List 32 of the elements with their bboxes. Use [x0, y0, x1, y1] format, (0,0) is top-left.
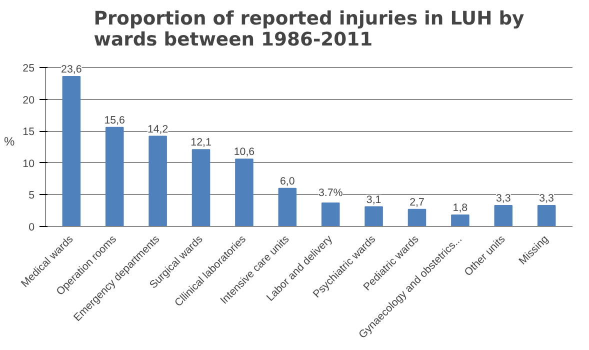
data-label: 3,3: [539, 192, 554, 205]
data-label: 3,1: [366, 194, 382, 206]
bar: [62, 76, 81, 226]
bar: [494, 205, 513, 226]
data-label: 3.7%: [318, 186, 344, 199]
chart-title: Proportion of reported injuries in LUH by wards between 1986-2011: [94, 8, 524, 50]
bar: [321, 202, 340, 226]
bar: [278, 188, 297, 226]
bar: [235, 158, 254, 226]
y-tick-label: 10: [22, 158, 35, 170]
data-label: 14,2: [147, 123, 168, 136]
bar: [148, 136, 167, 226]
bar: [364, 206, 383, 226]
data-label: 2,7: [410, 196, 424, 208]
data-label: 6,0: [280, 175, 295, 188]
data-label: 1,8: [452, 202, 468, 214]
y-tick-label: 0: [28, 222, 35, 234]
y-axis-title: %: [4, 134, 15, 148]
data-label: 15,6: [104, 114, 126, 126]
y-tick-label: 15: [22, 126, 35, 138]
y-tick-label: 20: [22, 94, 35, 106]
bar: [408, 208, 426, 226]
data-label: 23,6: [61, 64, 82, 76]
data-label: 12,1: [190, 136, 212, 149]
data-label: 3,3: [496, 192, 511, 205]
bar: [451, 214, 470, 226]
bar: [192, 149, 210, 226]
data-label: 10,6: [234, 146, 255, 158]
y-tick-label: 5: [28, 190, 35, 202]
y-tick-label: 25: [22, 62, 35, 75]
bar: [537, 205, 556, 226]
bar: [105, 126, 124, 226]
